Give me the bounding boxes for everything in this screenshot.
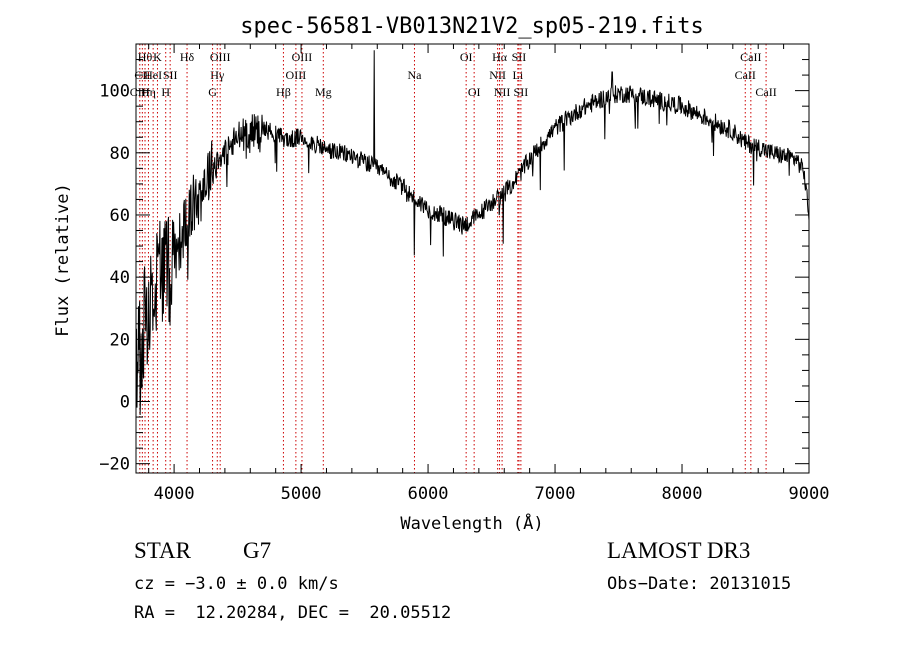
- spectral-line-label: NII: [489, 68, 506, 82]
- survey-name: LAMOST DR3: [607, 538, 751, 563]
- spectral-line-label: SII: [163, 68, 178, 82]
- coordinates: RA = 12.20284, DEC = 20.05512: [134, 603, 452, 623]
- spectrum-line: [135, 50, 810, 416]
- x-tick-label: 4000: [154, 484, 195, 504]
- x-tick-label: 9000: [789, 484, 830, 504]
- spectral-line-label: HeI: [144, 68, 162, 82]
- x-tick-label: 6000: [408, 484, 449, 504]
- x-axis-label: Wavelength (Å): [400, 512, 543, 534]
- y-tick-label: 40: [110, 268, 130, 288]
- spectral-line-label: Li: [512, 68, 523, 82]
- spectral-line-label: OIII: [210, 50, 231, 64]
- spectral-line-label: CaII: [735, 68, 756, 82]
- spectral-line-label: CaII: [755, 85, 776, 99]
- x-tick-label: 8000: [662, 484, 703, 504]
- observation-date: Obs−Date: 20131015: [607, 574, 792, 594]
- spectral-line-label: SII: [514, 85, 529, 99]
- spectral-line-label: Mg: [315, 85, 332, 99]
- y-tick-label: 100: [99, 82, 130, 102]
- spectral-line-label: H: [161, 85, 170, 99]
- y-axis-label: Flux (relative): [53, 183, 73, 337]
- spectral-line-label: Hη: [141, 85, 156, 99]
- spectral-line-label: Hδ: [180, 50, 195, 64]
- y-tick-label: 80: [110, 144, 130, 164]
- x-tick-label: 7000: [535, 484, 576, 504]
- spectral-line-label: CaII: [740, 50, 761, 64]
- y-tick-label: 0: [120, 393, 130, 413]
- spectral-line-label: OIII: [292, 50, 313, 64]
- spectral-line-label: Hα: [492, 50, 508, 64]
- y-tick-label: 60: [110, 206, 130, 226]
- chart-title: spec-56581-VB013N21V2_sp05-219.fits: [240, 14, 704, 39]
- axis-ticks: 4000 5000 6000 7000 8000 9000 −20 0 20 40 60 80 100: [99, 44, 829, 504]
- y-tick-label: −20: [99, 455, 130, 475]
- spectral-line-label: Hθ: [138, 50, 153, 64]
- object-class: STAR: [134, 538, 191, 563]
- object-subclass: G7: [243, 538, 272, 563]
- spectral-line-label: NII: [494, 85, 511, 99]
- spectral-line-label: Hγ: [210, 68, 225, 82]
- redshift-velocity: cz = −3.0 ± 0.0 km/s: [134, 574, 339, 594]
- spectral-line-label: Na: [407, 68, 422, 82]
- spectral-line-label: G: [208, 85, 217, 99]
- plot-frame: [135, 43, 810, 474]
- spectral-line-label: OI: [468, 85, 481, 99]
- y-tick-label: 20: [110, 330, 130, 350]
- spectral-line-label: OIII: [286, 68, 307, 82]
- x-tick-label: 5000: [281, 484, 322, 504]
- spectral-line-label: SII: [512, 50, 527, 64]
- spectral-line-label: OI: [460, 50, 473, 64]
- spectral-line-label: Hβ: [276, 85, 291, 99]
- spectral-line-label: K: [153, 50, 162, 64]
